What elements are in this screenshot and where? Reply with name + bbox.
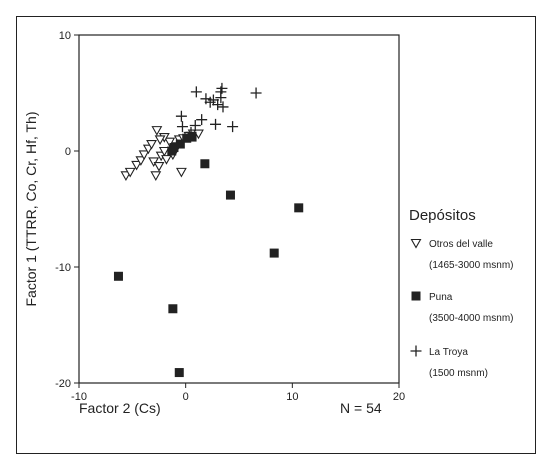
data-point xyxy=(196,114,208,126)
data-point xyxy=(148,157,160,168)
legend-sublabel: (3500-4000 msnm) xyxy=(429,313,513,324)
y-tick-label: 0 xyxy=(65,146,71,158)
data-point xyxy=(146,139,157,150)
data-point xyxy=(187,132,197,142)
x-tick-label: 10 xyxy=(286,391,298,403)
legend-sublabel: (1500 msnm) xyxy=(429,368,488,379)
data-point xyxy=(212,99,224,111)
data-point xyxy=(227,121,239,133)
legend-sublabel: (1465-3000 msnm) xyxy=(429,260,513,271)
data-point xyxy=(175,139,185,149)
y-tick-label: 10 xyxy=(59,30,71,42)
data-point xyxy=(158,146,170,157)
data-point xyxy=(182,133,192,143)
x-tick-label: -10 xyxy=(71,391,87,403)
legend-marker xyxy=(410,238,422,249)
data-point xyxy=(269,248,279,258)
y-tick-label: -10 xyxy=(55,262,71,274)
legend-label: La Troya xyxy=(429,347,468,358)
data-point xyxy=(154,135,166,146)
data-point xyxy=(124,167,136,178)
legend: Otros del valle (1465-3000 msnm) Puna (3500… xyxy=(410,238,513,379)
x-tick-label: 0 xyxy=(183,391,189,403)
legend-title: Depósitos xyxy=(409,207,476,224)
y-axis-label: Factor 1 (TTRR, Co, Cr, Hf, Th) xyxy=(23,112,39,307)
legend-label: Puna xyxy=(429,292,453,303)
x-axis-label: Factor 2 (Cs) xyxy=(79,400,161,416)
data-point xyxy=(176,121,188,133)
data-point xyxy=(185,126,197,138)
data-point xyxy=(200,159,210,169)
data-point xyxy=(210,118,222,130)
legend-marker xyxy=(411,291,421,301)
data-point xyxy=(131,160,143,171)
legend-marker xyxy=(410,345,422,357)
y-tick-label: -20 xyxy=(55,378,71,390)
data-point xyxy=(216,82,228,94)
data-points xyxy=(113,82,304,378)
series-1 xyxy=(113,132,304,378)
plot-area xyxy=(78,34,400,384)
data-point xyxy=(217,101,229,113)
legend-label: Otros del valle xyxy=(429,239,493,250)
data-point xyxy=(294,203,304,213)
data-point xyxy=(225,190,235,200)
x-tick-label: 20 xyxy=(393,391,405,403)
data-point xyxy=(175,110,187,122)
data-point xyxy=(168,304,178,314)
data-point xyxy=(174,368,184,378)
data-point xyxy=(151,126,163,136)
sample-count-annotation: N = 54 xyxy=(340,400,382,416)
data-point xyxy=(175,167,187,178)
data-point xyxy=(189,119,201,131)
data-point xyxy=(190,86,202,98)
series-2 xyxy=(175,82,262,138)
series-0 xyxy=(120,126,204,181)
data-point xyxy=(215,92,227,104)
data-point xyxy=(153,162,165,172)
data-point xyxy=(250,87,262,99)
data-point xyxy=(164,137,176,148)
figure-frame xyxy=(16,16,536,454)
data-point xyxy=(161,155,172,165)
data-point xyxy=(169,143,179,153)
data-point xyxy=(138,150,150,161)
data-point xyxy=(135,156,147,166)
data-point xyxy=(150,171,162,181)
data-point xyxy=(113,271,123,281)
